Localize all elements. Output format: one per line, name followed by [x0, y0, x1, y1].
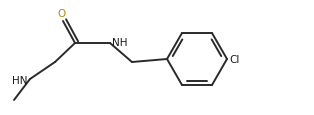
- Text: Cl: Cl: [229, 55, 239, 64]
- Text: HN: HN: [13, 75, 28, 85]
- Text: O: O: [58, 9, 66, 19]
- Text: NH: NH: [112, 38, 127, 48]
